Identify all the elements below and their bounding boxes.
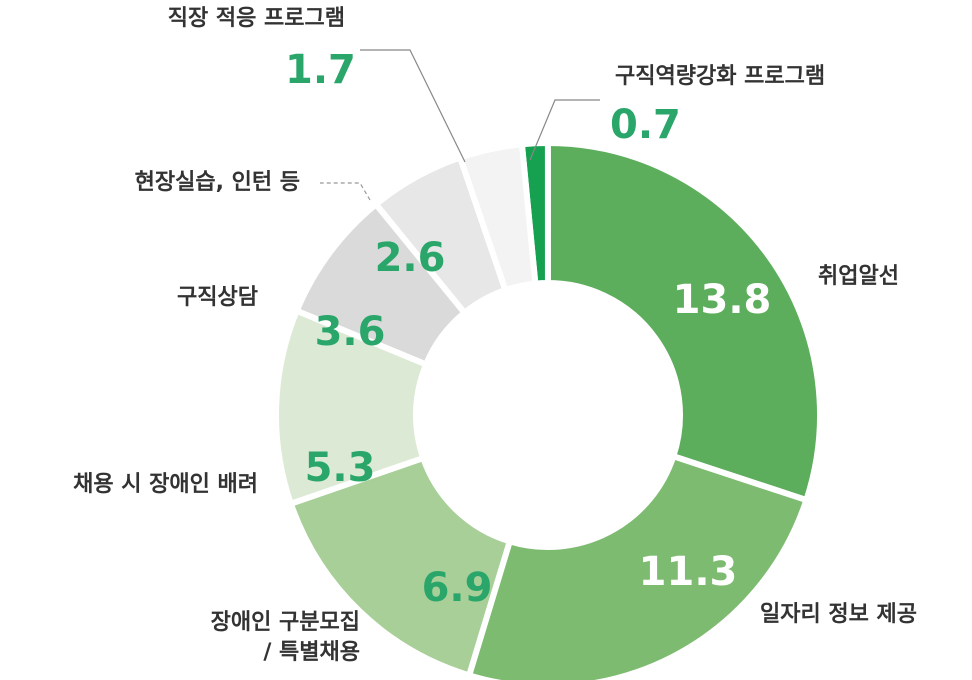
value-label: 6.9 (421, 565, 493, 611)
value-label: 5.3 (304, 445, 376, 491)
leader-line (529, 99, 600, 161)
value-label: 11.3 (638, 549, 738, 595)
category-label: 장애인 구분모집 / 특별채용 (210, 610, 360, 665)
category-label: 일자리 정보 제공 (760, 602, 917, 627)
donut-slice (456, 140, 539, 294)
category-label: 직장 적응 프로그램 (167, 6, 345, 31)
donut-slice (287, 454, 514, 680)
value-label: 13.8 (672, 277, 772, 323)
value-label: 0.7 (610, 102, 681, 148)
donut-slice (544, 139, 823, 504)
category-label: 현장실습, 인턴 등 (134, 170, 300, 195)
value-label: 3.6 (314, 309, 386, 355)
category-label: 취업알선 (818, 264, 899, 289)
value-label: 1.7 (285, 47, 356, 93)
value-label: 2.6 (374, 235, 446, 281)
leader-line (320, 182, 371, 201)
leader-line (360, 49, 466, 163)
category-label: 구직상담 (177, 285, 258, 310)
category-label: 구직역량강화 프로그램 (615, 64, 826, 89)
category-label: 채용 시 장애인 배려 (73, 472, 258, 497)
donut-slice (465, 452, 811, 680)
